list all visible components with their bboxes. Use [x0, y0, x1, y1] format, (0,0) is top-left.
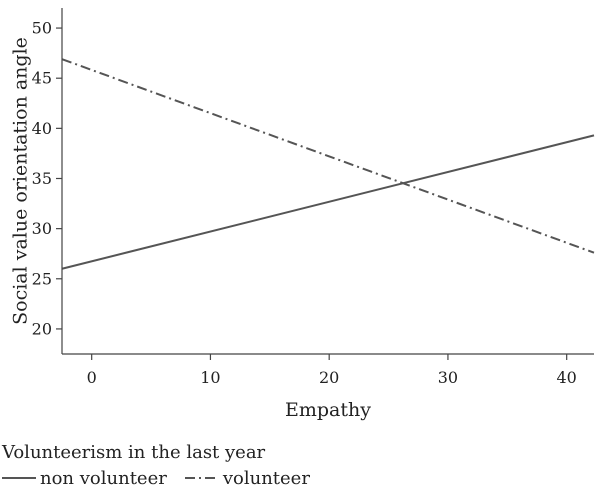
legend: Volunteerism in the last year non volunt…: [2, 440, 328, 490]
x-tick-label: 0: [87, 368, 97, 387]
legend-title: Volunteerism in the last year: [2, 442, 266, 463]
x-tick-label: 10: [200, 368, 220, 387]
legend-label-volunteer: volunteer: [222, 467, 310, 489]
axes-layer: 20 25 30 35 40 45 50 0 10 20 30 40: [32, 8, 594, 387]
series-layer: [61, 58, 595, 270]
y-axis-title: Social value orientation angle: [10, 37, 32, 325]
x-tick-label: 40: [557, 368, 577, 387]
x-tick-label: 20: [319, 368, 339, 387]
y-tick-label: 20: [32, 319, 52, 338]
legend-item-non-volunteer: non volunteer: [2, 468, 167, 489]
series-line-non-volunteer: [61, 134, 595, 270]
legend-swatch-dashdot: [184, 477, 219, 479]
y-tick-label: 50: [32, 19, 52, 38]
y-tick-label: 35: [32, 169, 52, 188]
y-tick-label: 25: [32, 269, 52, 288]
x-axis-title: Empathy: [285, 399, 371, 421]
y-tick-label: 40: [32, 119, 52, 138]
legend-item-volunteer: volunteer: [184, 467, 310, 489]
legend-items: non volunteer volunteer: [2, 466, 328, 490]
legend-swatch-solid: [2, 477, 36, 479]
x-tick-label: 30: [438, 368, 458, 387]
chart: 20 25 30 35 40 45 50 0 10 20 30 40 Empathy Social v…: [10, 8, 595, 421]
y-tick-label: 30: [32, 219, 52, 238]
y-tick-label: 45: [32, 69, 52, 88]
legend-label-non-volunteer: non volunteer: [40, 467, 167, 489]
series-line-volunteer: [61, 58, 595, 254]
